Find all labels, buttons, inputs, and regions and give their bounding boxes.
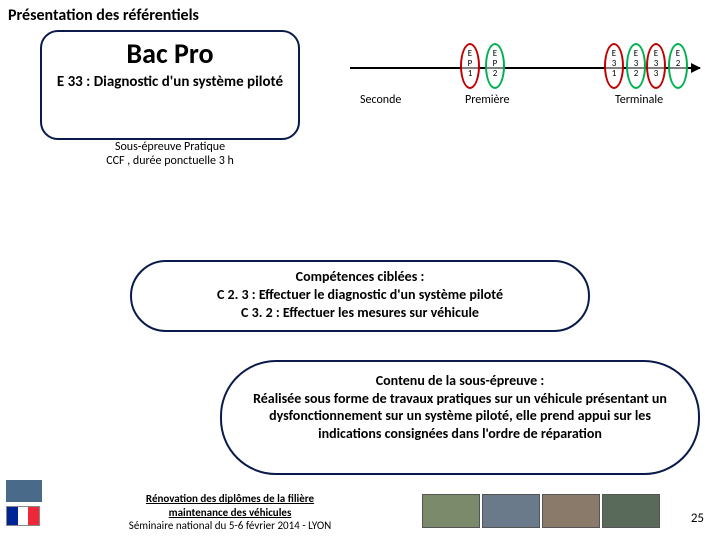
timeline-oval: E32 — [626, 43, 646, 89]
subinfo-line1: Sous-épreuve Pratique — [80, 140, 260, 154]
label-terminale: Terminale — [615, 93, 663, 107]
photo-thumb — [542, 494, 600, 528]
flag-blue — [7, 507, 18, 525]
flag-white — [18, 507, 29, 525]
label-premiere: Première — [465, 93, 510, 107]
photo-thumb — [602, 494, 660, 528]
competences-l2: C 3. 2 : Effectuer les mesures sur véhic… — [132, 304, 588, 322]
logo-arrow-icon — [6, 480, 42, 502]
subinfo-line2: CCF , durée ponctuelle 3 h — [80, 154, 260, 168]
timeline-oval: E31 — [604, 43, 624, 89]
contenu-box: Contenu de la sous-épreuve : Réalisée so… — [220, 360, 700, 475]
competences-box: Compétences ciblées : C 2. 3 : Effectuer… — [130, 260, 590, 332]
footer-text: Rénovation des diplômes de la filière ma… — [80, 492, 380, 532]
contenu-body: Réalisée sous forme de travaux pratiques… — [250, 390, 670, 443]
footer-l2: maintenance des véhicules — [169, 506, 292, 519]
page-number: 25 — [691, 511, 704, 526]
footer-l3: Séminaire national du 5-6 février 2014 -… — [129, 519, 331, 532]
title-box: Bac Pro E 33 : Diagnostic d'un système p… — [40, 30, 300, 140]
timeline-oval: E33 — [646, 43, 666, 89]
sub-info: Sous-épreuve Pratique CCF , durée ponctu… — [80, 140, 260, 169]
timeline-oval: EP2 — [485, 43, 505, 89]
photo-thumb — [422, 494, 480, 528]
logo-block — [6, 480, 66, 532]
bacpro-title: Bac Pro — [42, 36, 298, 71]
flag-red — [28, 507, 39, 525]
timeline-oval: EP1 — [460, 43, 480, 89]
contenu-title: Contenu de la sous-épreuve : — [250, 372, 670, 390]
competences-title: Compétences ciblées : — [132, 268, 588, 286]
slide-header: Présentation des référentiels — [8, 6, 199, 25]
photo-thumb — [482, 494, 540, 528]
timeline: EP1EP2 E31E32E33E2 Seconde Première Termi… — [350, 35, 700, 135]
photo-strip — [422, 494, 660, 528]
flag-icon — [6, 506, 40, 526]
footer-l1: Rénovation des diplômes de la filière — [146, 492, 314, 505]
e33-subtitle: E 33 : Diagnostic d'un système piloté — [42, 73, 298, 91]
competences-l1: C 2. 3 : Effectuer le diagnostic d'un sy… — [132, 286, 588, 304]
label-seconde: Seconde — [360, 93, 401, 107]
timeline-oval: E2 — [668, 43, 688, 89]
